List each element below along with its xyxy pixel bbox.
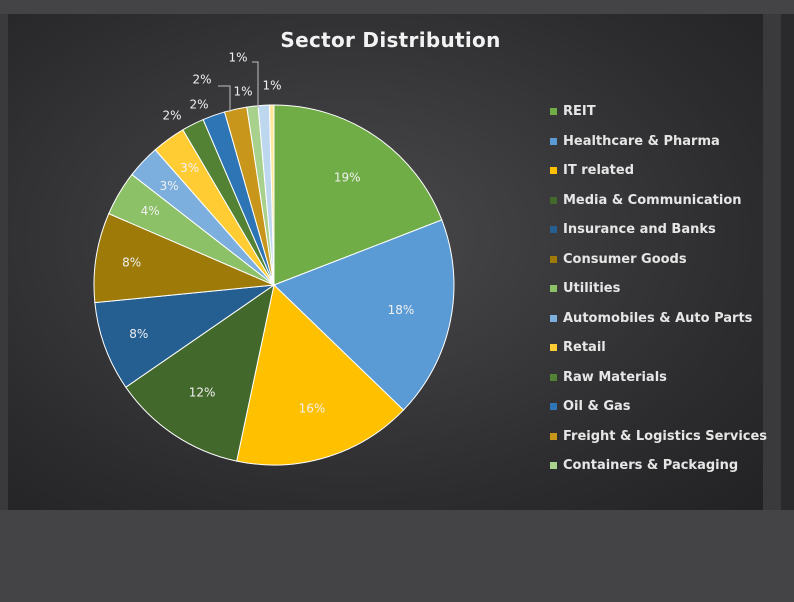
data-label: 16% [299, 401, 326, 415]
legend-item-utilities: Utilities [550, 274, 767, 304]
data-label: 3% [160, 179, 179, 193]
legend-swatch [550, 226, 557, 234]
data-label: 1% [262, 79, 281, 93]
legend-swatch [550, 255, 557, 263]
pie-slice-healthcare-and-pharma [273, 219, 455, 411]
data-label: 19% [334, 171, 361, 185]
legend-swatch [550, 344, 557, 352]
legend-swatch [550, 167, 557, 175]
pie-slice-reit [273, 104, 443, 286]
pie-slice-media-and-communication [125, 283, 275, 462]
legend-item-retail: Retail [550, 333, 767, 363]
chart-legend: REIT Healthcare & Pharma IT related Media &… [550, 97, 767, 481]
adjacent-panel-edge [781, 14, 794, 510]
legend-swatch [550, 462, 557, 470]
data-label: 2% [189, 98, 208, 112]
sheet-background [0, 510, 794, 602]
pie-slice-unlabeled-14 [268, 104, 275, 286]
pie-slice-it-related [236, 284, 405, 466]
window-top-strip [0, 0, 794, 14]
legend-swatch [550, 137, 557, 145]
legend-swatch [550, 196, 557, 204]
legend-item-consumer-goods: Consumer Goods [550, 245, 767, 275]
legend-swatch [550, 108, 557, 116]
legend-swatch [550, 403, 557, 411]
legend-item-oil-and-gas: Oil & Gas [550, 392, 767, 422]
legend-label: Freight & Logistics Services [563, 428, 768, 444]
legend-label: Automobiles & Auto Parts [563, 310, 753, 326]
legend-label: Oil & Gas [563, 399, 631, 415]
legend-swatch [550, 432, 557, 440]
chart-title: Sector Distribution [280, 28, 501, 52]
legend-item-freight-and-logistics-services: Freight & Logistics Services [550, 422, 767, 452]
pie-slice-insurance-and-banks [94, 284, 276, 388]
legend-swatch [550, 373, 557, 381]
data-label: 2% [162, 109, 181, 123]
leader-line [252, 61, 259, 108]
legend-label: REIT [563, 104, 596, 120]
legend-item-raw-materials: Raw Materials [550, 363, 767, 393]
legend-item-insurance-and-banks: Insurance and Banks [550, 215, 767, 245]
data-label: 1% [228, 51, 247, 65]
data-label: 8% [129, 327, 148, 341]
legend-item-automobiles-and-auto-parts: Automobiles & Auto Parts [550, 304, 767, 334]
data-label: 8% [122, 255, 141, 269]
legend-item-containers-and-packaging: Containers & Packaging [550, 451, 767, 481]
legend-swatch [550, 285, 557, 293]
legend-label: Healthcare & Pharma [563, 133, 720, 149]
legend-item-healthcare-and-pharma: Healthcare & Pharma [550, 127, 767, 157]
legend-label: Utilities [563, 281, 621, 297]
data-label: 2% [192, 73, 211, 87]
legend-item-it-related: IT related [550, 156, 767, 186]
leader-line [218, 85, 231, 112]
legend-label: Consumer Goods [563, 251, 687, 267]
legend-item-media-and-communication: Media & Communication [550, 186, 767, 216]
legend-label: Containers & Packaging [563, 458, 739, 474]
data-label: 4% [141, 204, 160, 218]
legend-label: Raw Materials [563, 369, 667, 385]
pie-slice-consumer-goods [93, 212, 276, 304]
data-label: 3% [180, 161, 199, 175]
legend-label: Insurance and Banks [563, 222, 716, 238]
data-label: 1% [233, 85, 252, 99]
legend-swatch [550, 314, 557, 322]
legend-item-reit: REIT [550, 97, 767, 127]
legend-label: Media & Communication [563, 192, 742, 208]
data-label: 18% [388, 303, 415, 317]
legend-label: IT related [563, 163, 635, 179]
legend-label: Retail [563, 340, 606, 356]
data-label: 12% [189, 385, 216, 399]
